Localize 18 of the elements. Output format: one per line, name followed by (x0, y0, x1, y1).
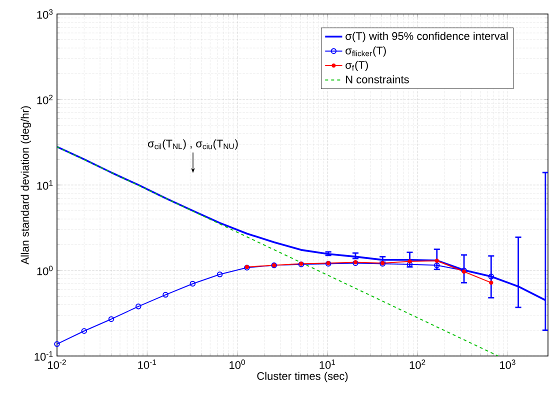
legend-label: N constraints (346, 75, 409, 84)
legend-label: σ$_{f}$(T) (346, 60, 368, 72)
y-tick-label: 10$^{-1}$ (34, 351, 53, 361)
legend-label: σ$_{flicker}$(T) (346, 46, 386, 57)
text: σ$_{cil}$(T$_{NL}$) , σ$_{ciu}$(T$_{NU}$) (148, 139, 238, 150)
x-tick-label: 10$^{3}$ (500, 360, 516, 369)
y-tick-label: 10$^{0}$ (37, 266, 53, 276)
y-axis-title: Allan standard deviation (deg/hr) (20, 106, 32, 264)
x-tick-label: 10$^{-1}$ (138, 360, 156, 369)
y-tick-label: 10$^{2}$ (37, 94, 53, 104)
x-tick-label: 10$^{1}$ (320, 360, 336, 369)
y-tick-label: 10$^{3}$ (37, 9, 53, 19)
x-tick-label: 10$^{2}$ (410, 360, 426, 369)
legend-label: σ(T) with 95% confidence interval (346, 32, 508, 42)
y-tick-label: 10$^{1}$ (37, 180, 53, 190)
x-tick-label: 10$^{0}$ (230, 360, 245, 369)
x-axis-title: Cluster times (sec) (257, 372, 348, 382)
x-tick-label: 10$^{-2}$ (48, 360, 66, 369)
